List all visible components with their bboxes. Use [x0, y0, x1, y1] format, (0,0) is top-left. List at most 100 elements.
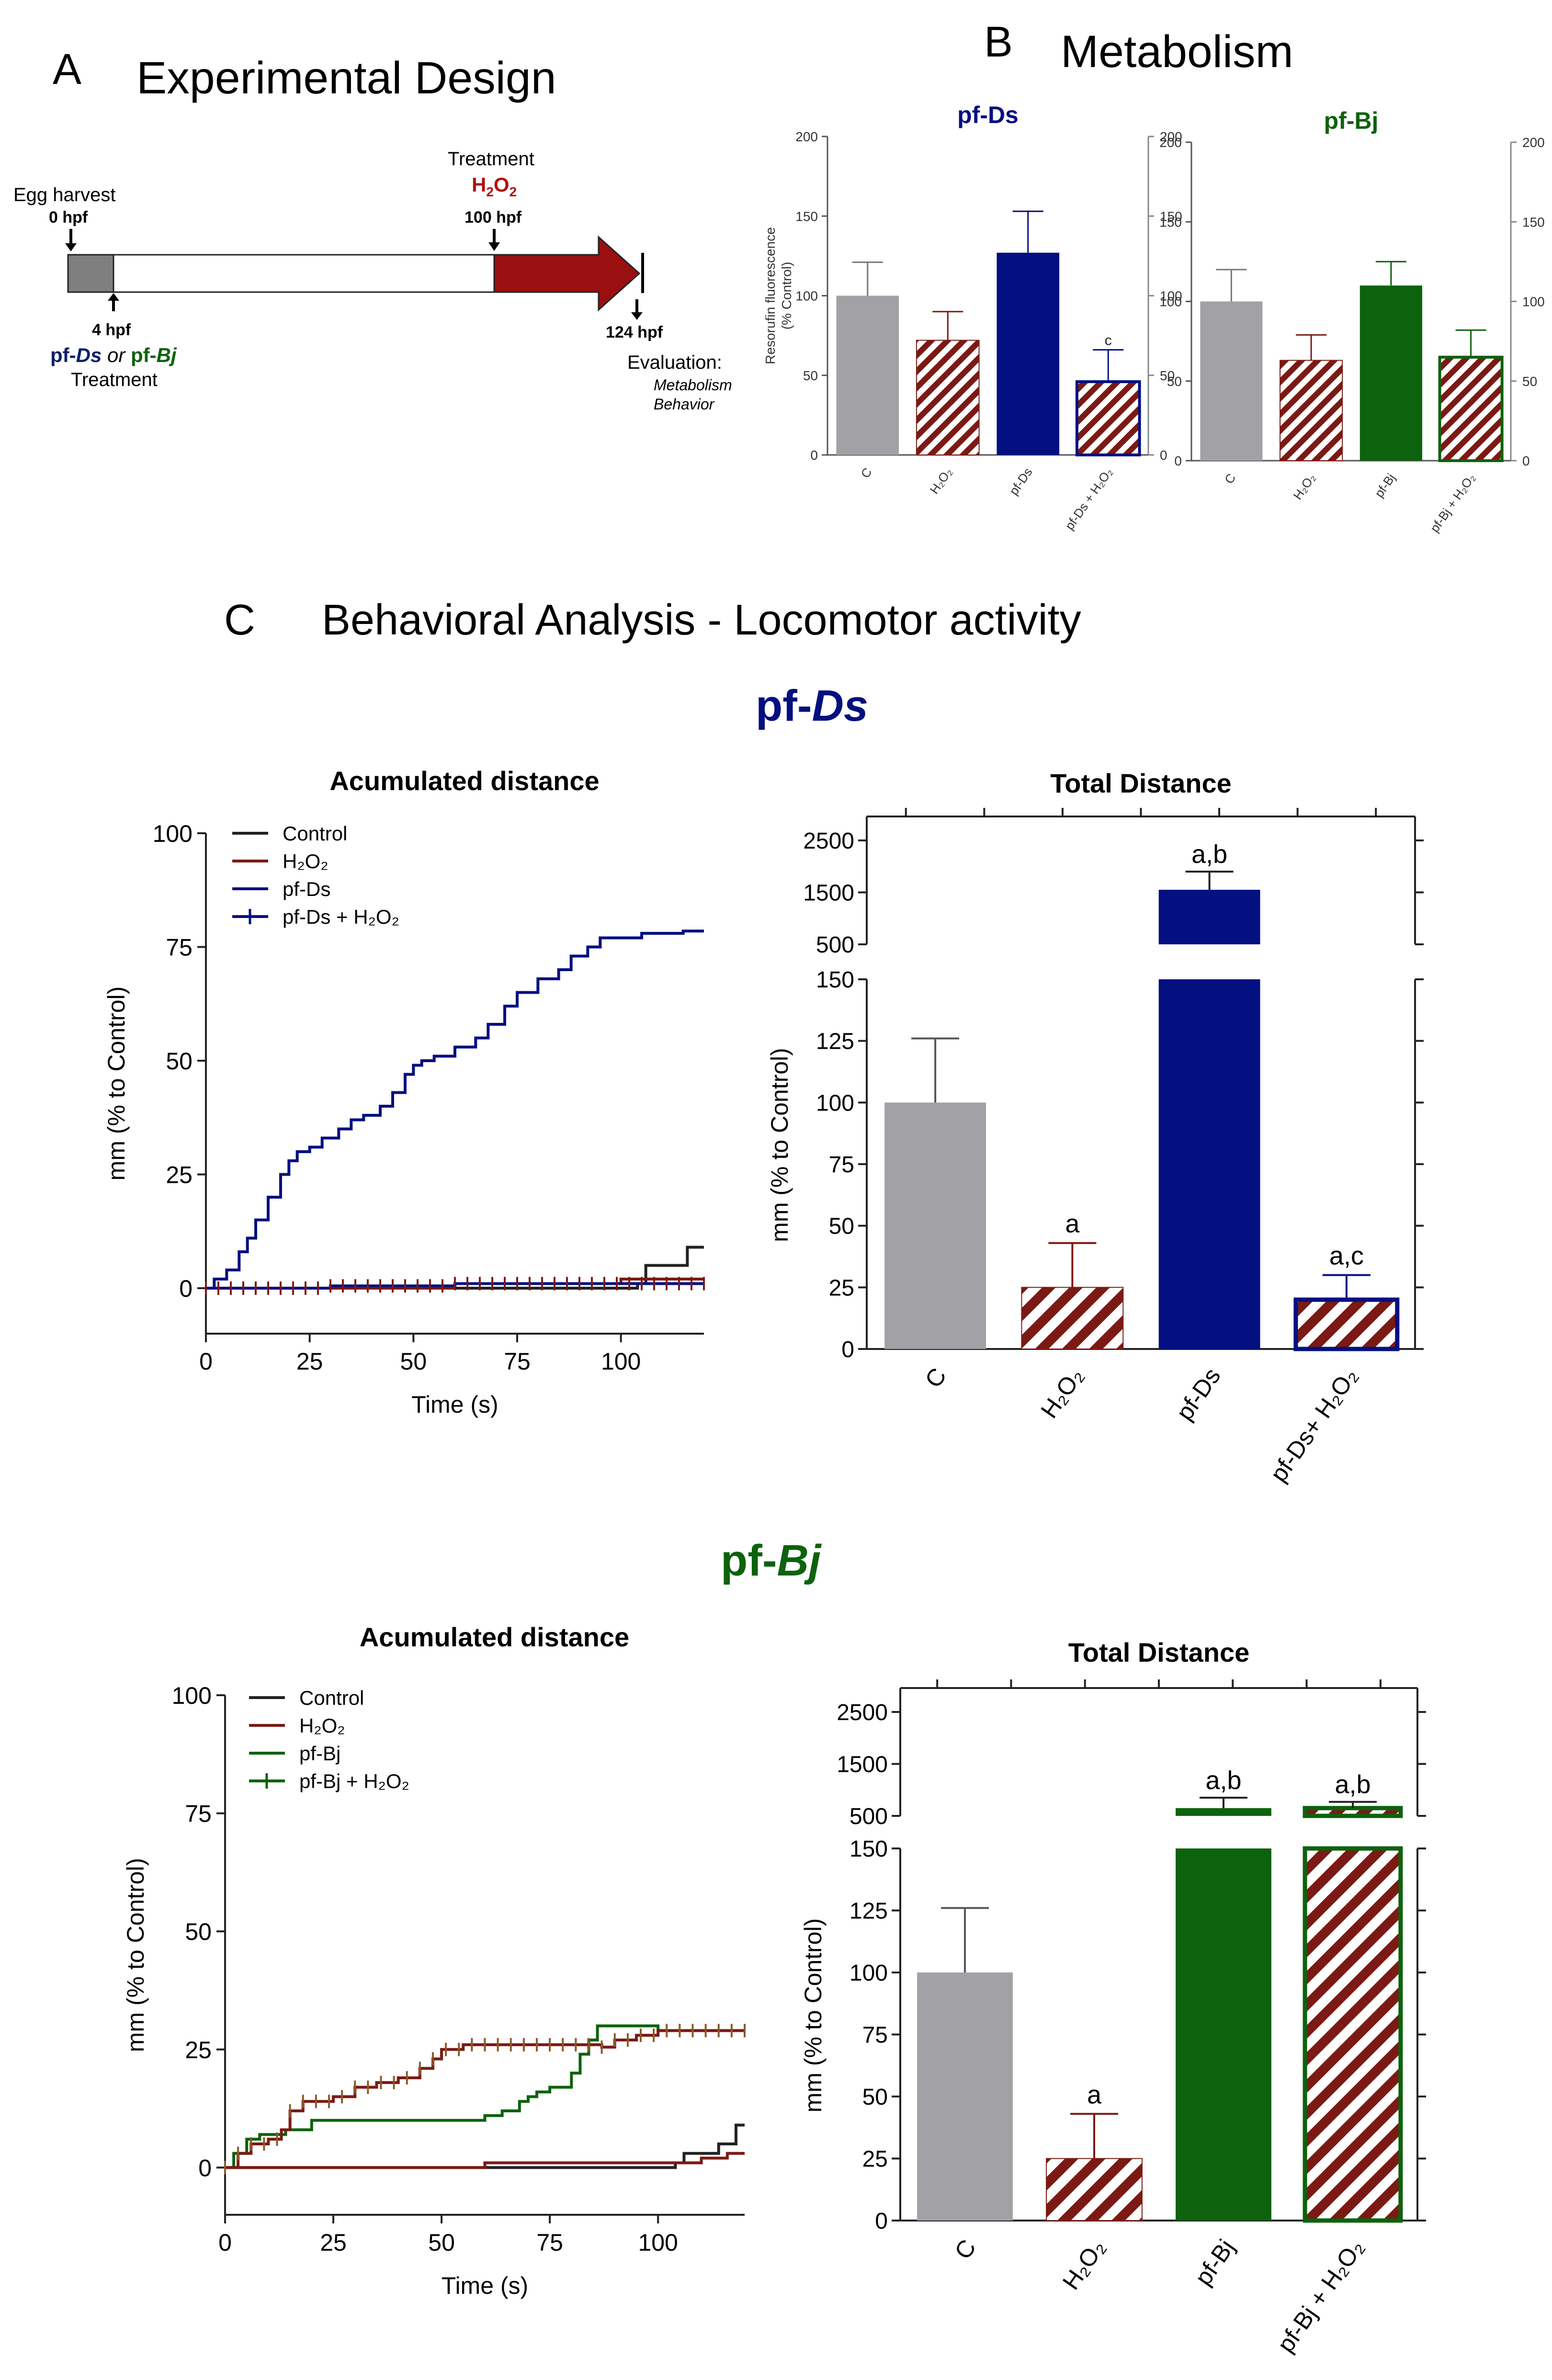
y-tick-label: 0 — [810, 448, 818, 463]
category-label: pf-Ds+ H₂O₂ — [1265, 1363, 1362, 1487]
y-tick-label-low: 50 — [829, 1214, 854, 1239]
top-treatment-label: Treatment — [448, 148, 534, 170]
y-axis-label: Resorufin fluorescence — [763, 227, 778, 364]
y-tick-label: 50 — [1167, 374, 1182, 389]
right-tick-label: 50 — [1522, 374, 1537, 389]
y-tick-label: 25 — [185, 2037, 212, 2063]
bar — [1200, 301, 1263, 461]
t124-label: 124 hpf — [606, 323, 663, 341]
right-tick-label: 150 — [1522, 215, 1545, 229]
y-tick-label-high: 500 — [816, 932, 854, 958]
evaluation-label: Evaluation: — [627, 352, 722, 373]
y-tick-label: 100 — [153, 820, 193, 847]
bar — [1280, 360, 1343, 462]
category-label: C — [1222, 471, 1238, 487]
chart-title: Total Distance — [1050, 768, 1232, 798]
category-label: pf-Bj + H₂O₂ — [1272, 2234, 1369, 2357]
y-tick-label: 0 — [1174, 453, 1182, 468]
category-label: pf-Bj — [1189, 2234, 1240, 2290]
t0-arrowhead — [65, 243, 77, 251]
y-tick-label-low: 100 — [850, 1961, 888, 1986]
significance-label: a,b — [1205, 1766, 1241, 1795]
egg-harvest-label: Egg harvest — [13, 184, 115, 205]
y-tick-label-low: 75 — [829, 1152, 854, 1178]
x-tick-label: 100 — [638, 2229, 678, 2256]
legend-label: pf-Bj — [299, 1742, 340, 1765]
bar-upper — [1303, 1806, 1403, 1818]
bar-lower — [1303, 1846, 1403, 2223]
t124-arrowhead — [631, 312, 643, 320]
t100-label: 100 hpf — [464, 208, 522, 227]
y-tick-label-low: 125 — [850, 1899, 888, 1924]
y-tick-label: 100 — [172, 1682, 212, 1709]
panel-a: A Experimental Design Egg harvest 0 hpf … — [13, 45, 732, 413]
evaluation-behavior: Behavior — [654, 396, 715, 413]
y-tick-label-high: 1500 — [837, 1752, 888, 1778]
x-tick-label: 0 — [218, 2229, 232, 2256]
right-tick-label: 50 — [1160, 368, 1175, 383]
significance-label: a,b — [1191, 840, 1227, 869]
t4-label: 4 hpf — [92, 321, 131, 339]
t100-arrowhead — [488, 242, 500, 251]
chart-title: Total Distance — [1068, 1637, 1250, 1667]
y-tick-label: 100 — [795, 289, 818, 304]
bar — [917, 1972, 1013, 2221]
x-tick-label: 50 — [428, 2229, 455, 2256]
y-axis-label: mm (% to Control) — [766, 1048, 793, 1242]
y-tick-label: 75 — [166, 934, 193, 961]
significance-label: a,c — [1329, 1242, 1364, 1270]
white-timeline-block — [113, 254, 495, 293]
bar — [1359, 285, 1422, 461]
total-distance-bj-chart: Total Distance 500 1500 2500 0 25 50 75 100 125 15… — [800, 1637, 1426, 2357]
panel-a-letter: A — [53, 45, 81, 93]
category-label: C — [920, 1363, 952, 1393]
y-tick-label-low: 25 — [829, 1275, 854, 1301]
ds-section-title: pf-Ds — [756, 681, 868, 730]
right-tick-label: 200 — [1160, 129, 1182, 144]
legend-label: H₂O₂ — [299, 1714, 345, 1737]
y-axis-label: mm (% to Control) — [122, 1858, 149, 2052]
legend-label: pf-Ds + H₂O₂ — [283, 906, 399, 928]
panel-b-letter: B — [984, 18, 1013, 66]
category-label: H₂O₂ — [1035, 1363, 1088, 1423]
category-label: C — [949, 2234, 981, 2264]
legend-label: Control — [283, 822, 347, 845]
y-tick-label-high: 2500 — [837, 1700, 888, 1725]
bar — [884, 1102, 986, 1349]
x-tick-label: 100 — [601, 1348, 641, 1375]
series-line — [206, 929, 704, 1290]
panel-c-letter: C — [224, 596, 255, 644]
right-tick-label: 0 — [1522, 453, 1530, 468]
category-label: C — [858, 465, 874, 481]
right-tick-label: 200 — [1522, 135, 1545, 150]
y-tick-label: 0 — [198, 2154, 212, 2181]
bar — [1075, 380, 1141, 456]
t0-label: 0 hpf — [49, 208, 88, 227]
evaluation-metabolism: Metabolism — [654, 376, 732, 394]
series-line — [225, 2024, 745, 2169]
series-line — [225, 2152, 745, 2169]
bar-lower — [1176, 1848, 1271, 2221]
y-tick-label-low: 100 — [816, 1090, 854, 1116]
panel-c-title: Behavioral Analysis - Locomotor activity — [322, 596, 1081, 644]
t4-arrowhead — [108, 293, 119, 301]
y-tick-label-low: 150 — [850, 1836, 888, 1862]
bar-upper — [1176, 1808, 1271, 1816]
legend-label: pf-Bj + H₂O₂ — [299, 1770, 409, 1792]
x-axis-label: Time (s) — [411, 1391, 498, 1418]
panel-c: C Behavioral Analysis - Locomotor activi… — [103, 596, 1426, 2357]
bar — [1021, 1287, 1124, 1349]
bar-upper — [1158, 890, 1260, 944]
significance-label: a — [1087, 2080, 1102, 2109]
chart-title: pf-Ds — [957, 102, 1019, 128]
x-axis-label: Time (s) — [442, 2272, 528, 2299]
treatment-agents: pf-Ds or pf-Bj — [50, 344, 177, 366]
treatment-label: Treatment — [71, 369, 158, 390]
category-label: pf-Ds — [1171, 1363, 1225, 1425]
bar — [1293, 1297, 1400, 1351]
x-tick-label: 50 — [400, 1348, 427, 1375]
legend-label: H₂O₂ — [283, 850, 329, 873]
